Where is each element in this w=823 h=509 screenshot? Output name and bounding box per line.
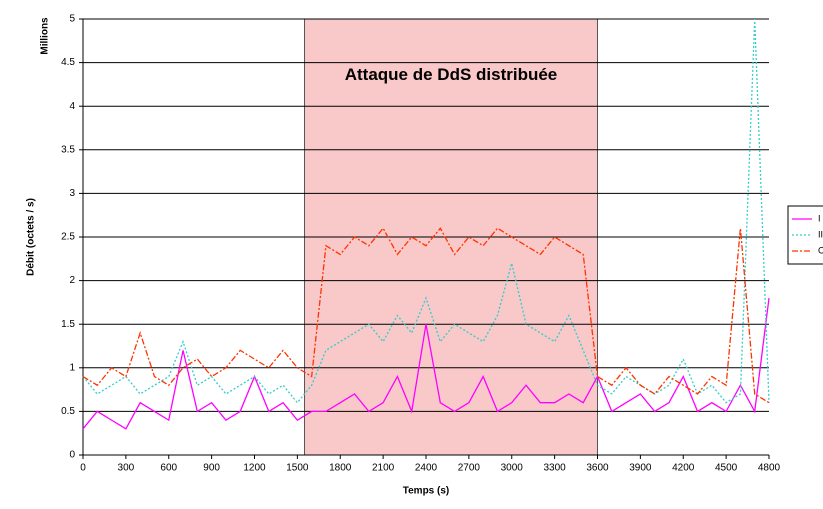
y-tick-label: 4.5 — [61, 57, 75, 68]
x-tick-label: 3000 — [501, 463, 524, 474]
legend-label: II — [818, 229, 823, 239]
y-tick-label: 1.5 — [61, 319, 75, 330]
x-tick-label: 2400 — [415, 463, 438, 474]
series-line — [82, 18, 770, 404]
y-unit-label: Millions — [40, 17, 51, 55]
y-tick-label: 3 — [69, 188, 75, 199]
y-tick-label: 1 — [69, 362, 75, 373]
legend-label: C — [818, 245, 823, 255]
x-tick-label: 600 — [160, 463, 177, 474]
series-line — [82, 227, 770, 404]
series-line — [82, 297, 770, 430]
y-tick-label: 2.5 — [61, 232, 75, 243]
x-tick-label: 2100 — [372, 463, 395, 474]
x-tick-label: 3900 — [629, 463, 652, 474]
y-axis-label: Débit (octets / s) — [26, 198, 37, 276]
y-tick-label: 2 — [69, 275, 75, 286]
y-tick-label: 5 — [69, 14, 75, 25]
x-tick-label: 4500 — [715, 463, 738, 474]
x-tick-label: 900 — [203, 463, 220, 474]
x-tick-label: 2700 — [458, 463, 481, 474]
x-tick-label: 300 — [118, 463, 135, 474]
x-tick-label: 1200 — [243, 463, 266, 474]
x-axis-label: Temps (s) — [403, 486, 450, 497]
y-tick-label: 0 — [69, 450, 75, 461]
y-tick-label: 3.5 — [61, 144, 75, 155]
y-tick-label: 4 — [69, 101, 75, 112]
y-tick-label: 0.5 — [61, 406, 75, 417]
x-tick-label: 4800 — [758, 463, 781, 474]
under-layer — [83, 18, 769, 456]
x-tick-label: 1500 — [286, 463, 309, 474]
x-tick-label: 3300 — [544, 463, 567, 474]
annotation: Attaque de DdS distribuée — [345, 65, 558, 84]
x-tick-label: 0 — [80, 463, 86, 474]
x-tick-label: 1800 — [329, 463, 352, 474]
x-tick-label: 4200 — [672, 463, 695, 474]
legend-label: I — [818, 213, 821, 223]
x-tick-label: 3600 — [586, 463, 609, 474]
